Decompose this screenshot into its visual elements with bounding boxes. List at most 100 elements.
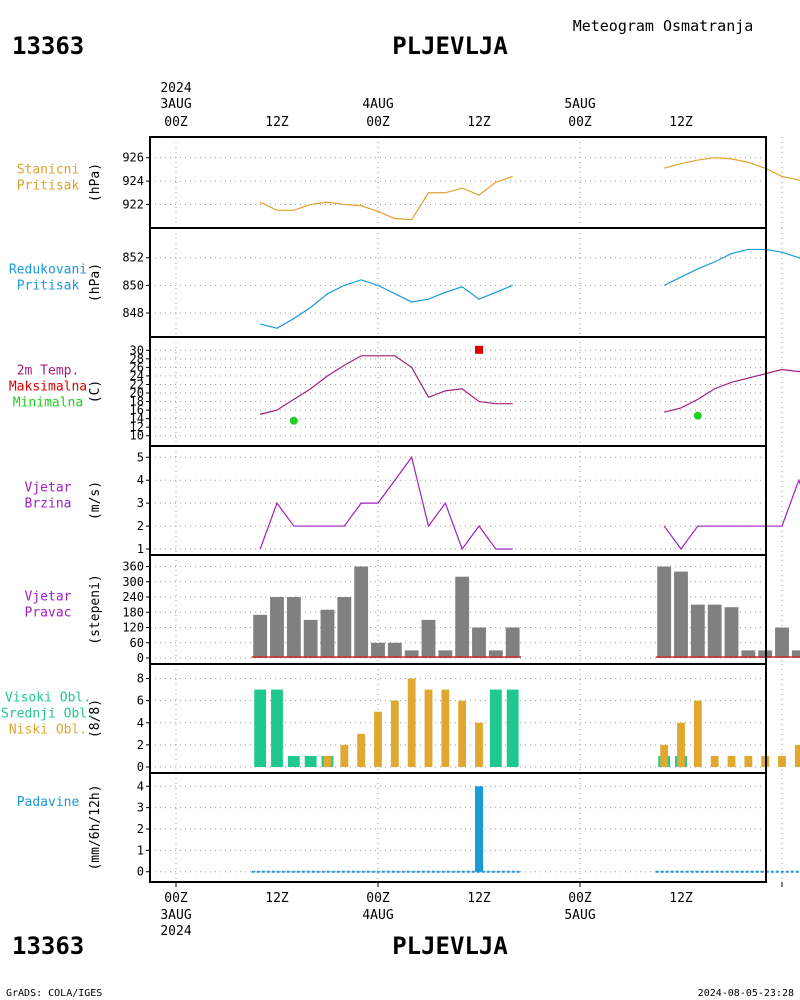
series-line: [259, 455, 513, 551]
direction-bar: [472, 627, 486, 658]
y-tick-label: 5: [137, 450, 144, 464]
tmin-marker: [289, 416, 298, 425]
direction-bar: [707, 604, 722, 658]
footer-credit: GrADS: COLA/IGES: [6, 988, 102, 999]
high-cloud-bar: [271, 689, 283, 767]
y-axis-label: (C): [88, 380, 103, 403]
series-line: [663, 478, 800, 551]
panel-frame: [149, 136, 767, 229]
series-line: [260, 279, 513, 329]
panel-label-line: Pritisak: [17, 179, 80, 194]
bottom-year-label: 2024: [160, 924, 191, 939]
high-cloud-bar: [304, 755, 317, 767]
bottom-hour-label-6: 12Z: [669, 891, 693, 906]
y-tick-label: 18: [130, 395, 144, 409]
y-tick-label: 850: [122, 278, 144, 292]
high-cloud-bar: [506, 689, 519, 767]
direction-bar: [303, 619, 318, 658]
product-title: Meteogram Osmatranja: [573, 17, 754, 35]
direction-bar: [657, 566, 672, 658]
y-tick-label: 0: [137, 760, 144, 774]
y-tick-label: 0: [137, 865, 144, 879]
y-tick-label: 3: [137, 496, 144, 510]
panel-label-line: Pritisak: [17, 279, 80, 294]
panel-label-line: 2m Temp.: [17, 364, 80, 379]
direction-bar: [286, 597, 301, 658]
direction-bar: [387, 642, 402, 658]
tmin-marker: [693, 411, 702, 420]
direction-bar: [741, 650, 756, 658]
y-tick-label: 240: [122, 590, 144, 604]
low-cloud-bar: [458, 700, 467, 767]
series-line: [260, 355, 513, 415]
tmax-marker: [475, 345, 483, 354]
y-tick-label: 360: [122, 560, 144, 574]
y-tick-label: 60: [130, 636, 144, 650]
bottom-hour-label-1: 00Z: [164, 891, 188, 906]
y-tick-label: 926: [122, 151, 144, 165]
panel-label-line: Brzina: [25, 497, 72, 512]
top-hour-label-1: 00Z: [164, 115, 188, 130]
low-cloud-bar: [677, 722, 685, 767]
direction-bar: [354, 566, 369, 658]
low-cloud-bar: [727, 755, 736, 767]
series-line: [664, 368, 800, 413]
direction-bar: [320, 609, 335, 658]
direction-bar: [724, 607, 739, 658]
y-tick-label: 14: [130, 412, 144, 426]
bottom-day-label-3: 5AUG: [564, 908, 595, 923]
series-line: [259, 175, 513, 221]
direction-bar: [791, 650, 800, 658]
y-tick-label: 120: [122, 621, 144, 635]
y-tick-label: 852: [122, 251, 144, 265]
high-cloud-bar: [287, 755, 300, 767]
low-cloud-bar: [660, 744, 669, 767]
low-cloud-bar: [441, 689, 450, 767]
y-tick-label: 1: [137, 542, 144, 556]
low-cloud-bar: [340, 744, 349, 767]
direction-bar: [270, 597, 284, 658]
y-axis-label: (mm/6h/12h): [88, 784, 103, 870]
direction-bar: [337, 597, 352, 658]
y-tick-label: 30: [130, 343, 144, 357]
direction-bar: [438, 650, 453, 658]
y-tick-label: 20: [130, 386, 144, 400]
top-year-label: 2024: [160, 81, 191, 96]
y-tick-label: 26: [130, 360, 144, 374]
station-name-bottom: PLJEVLJA: [392, 932, 508, 960]
top-day-label-3: 5AUG: [564, 97, 595, 112]
panel-label-line: Minimalna: [13, 396, 83, 411]
y-axis-label: (hPa): [88, 163, 103, 202]
y-axis-label: (stepeni): [88, 574, 103, 644]
y-tick-label: 4: [137, 716, 144, 730]
panel-label-line: Padavine: [17, 795, 80, 810]
y-tick-label: 848: [122, 306, 144, 320]
bottom-hour-label-3: 00Z: [366, 891, 390, 906]
y-tick-label: 2: [137, 738, 144, 752]
panel-frame: [149, 772, 767, 883]
low-cloud-bar: [475, 722, 483, 767]
low-cloud-bar: [374, 711, 382, 767]
top-day-label-2: 4AUG: [362, 97, 393, 112]
top-hour-label-2: 12Z: [265, 115, 289, 130]
panel-label-line: Srednji Obl.: [1, 707, 95, 722]
panels-group: 922924926(hPa)StanicniPritisak848850852(…: [1, 136, 800, 887]
y-tick-label: 1: [137, 843, 144, 857]
direction-bar: [253, 614, 268, 658]
direction-bar: [421, 619, 436, 658]
bottom-hour-label-5: 00Z: [568, 891, 592, 906]
panel-frame: [149, 663, 767, 774]
bottom-hour-label-2: 12Z: [265, 891, 289, 906]
low-cloud-bar: [744, 755, 753, 767]
low-cloud-bar: [357, 733, 366, 767]
series-line: [663, 248, 800, 286]
bottom-hour-label-4: 12Z: [467, 891, 491, 906]
y-axis-label: (hPa): [88, 263, 103, 302]
direction-bar: [488, 650, 503, 658]
y-axis-label: (m/s): [88, 481, 103, 520]
panel-cloud_cover: 0 2 4 6 8 (8/8)Visoki Obl.Srednji Obl.Niski O…: [1, 663, 800, 774]
y-tick-label: 10: [130, 429, 144, 443]
